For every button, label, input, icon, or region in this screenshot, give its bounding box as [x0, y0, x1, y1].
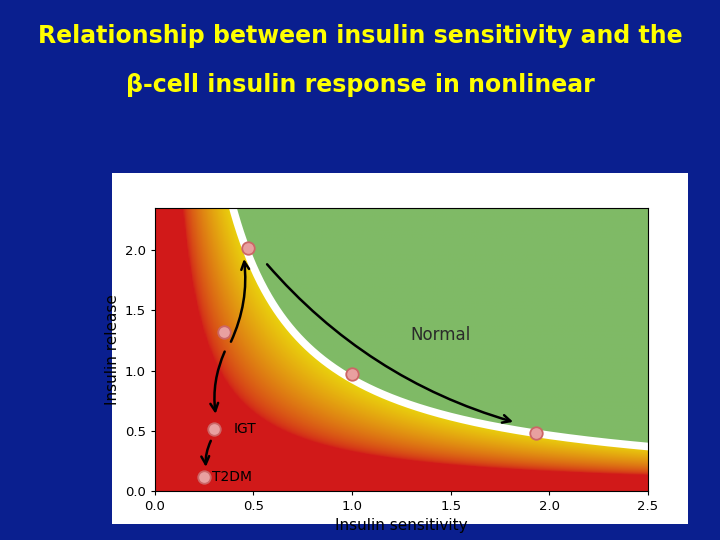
Text: Relationship between insulin sensitivity and the: Relationship between insulin sensitivity… — [37, 24, 683, 48]
Text: Normal: Normal — [410, 326, 471, 343]
Text: IGT: IGT — [234, 422, 256, 436]
Y-axis label: Insulin release: Insulin release — [106, 294, 120, 405]
X-axis label: Insulin sensitivity: Insulin sensitivity — [335, 518, 468, 532]
Text: β-cell insulin response in nonlinear: β-cell insulin response in nonlinear — [125, 73, 595, 97]
Text: T2DM: T2DM — [212, 470, 252, 484]
